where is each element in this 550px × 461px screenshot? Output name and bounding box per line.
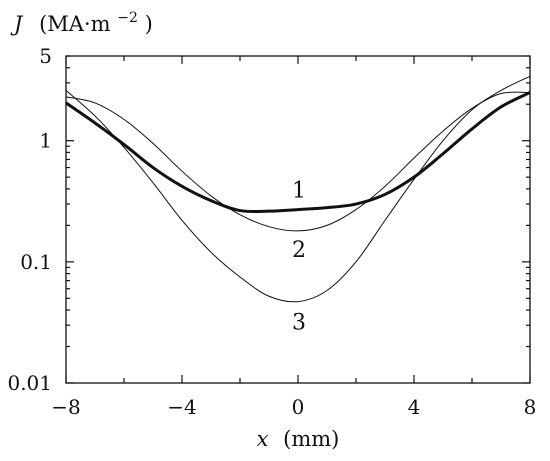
y-tick-label: 5: [39, 44, 52, 68]
x-tick-label: −4: [167, 395, 196, 419]
axis-tick-labels: −8 −4 0 4 8 0.01 0.1 1 5: [7, 44, 536, 419]
y-axis-unit-prefix: (MA·m: [39, 12, 111, 36]
y-axis-variable: J: [10, 12, 24, 36]
x-axis-variable: x: [257, 427, 269, 451]
x-tick-label: 0: [292, 395, 305, 419]
x-axis-unit: (mm): [283, 427, 339, 451]
series-3-line: [65, 75, 531, 303]
y-tick-label: 1: [39, 129, 52, 153]
curve-label-2: 2: [292, 238, 306, 263]
y-tick-label: 0.1: [20, 250, 52, 274]
curve-labels: 1 2 3: [292, 179, 306, 336]
curve-label-1: 1: [292, 179, 306, 204]
series-1-line: [65, 91, 531, 214]
x-tick-label: 8: [524, 395, 537, 419]
y-tick-label: 0.01: [7, 371, 52, 395]
x-axis-label: x (mm): [257, 427, 340, 451]
axis-ticks: [65, 55, 531, 384]
data-series: [65, 75, 531, 303]
y-axis-unit-exponent: −2: [117, 10, 138, 26]
y-axis-unit-suffix: ): [145, 12, 153, 36]
x-tick-label: −8: [51, 395, 80, 419]
y-axis-label: J (MA·m −2 ): [10, 3, 153, 36]
curve-label-3: 3: [292, 311, 306, 336]
x-tick-label: 4: [408, 395, 421, 419]
series-2-line: [65, 91, 531, 232]
